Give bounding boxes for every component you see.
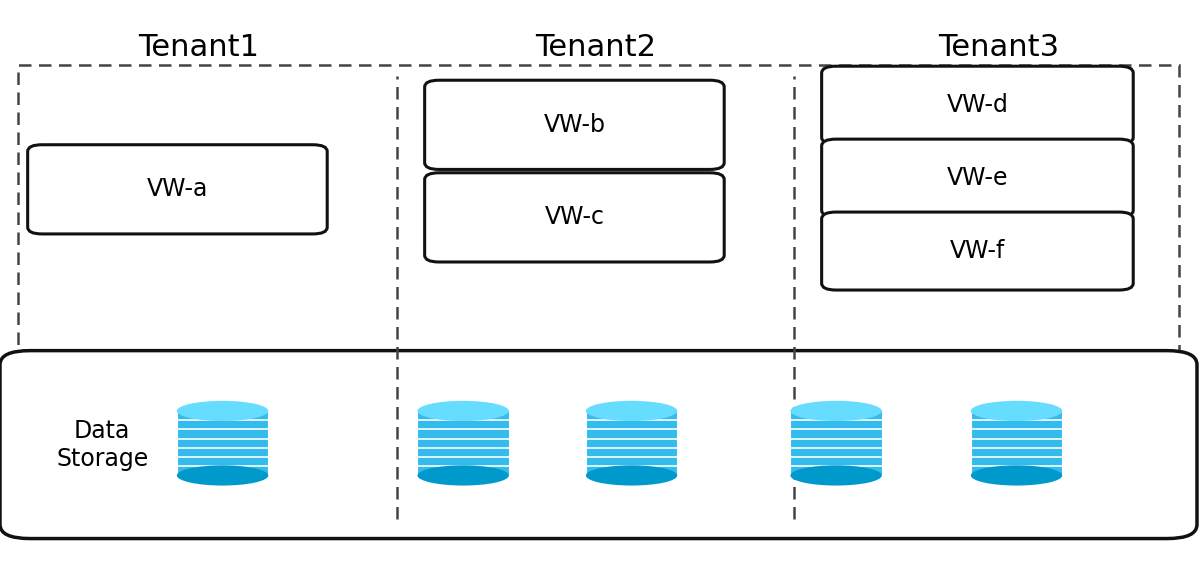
Ellipse shape (586, 401, 677, 421)
Ellipse shape (417, 401, 509, 421)
FancyBboxPatch shape (425, 80, 724, 169)
Text: VW-b: VW-b (544, 113, 605, 137)
Polygon shape (177, 411, 268, 476)
Text: Data
Storage: Data Storage (57, 419, 148, 471)
Ellipse shape (971, 401, 1062, 421)
FancyBboxPatch shape (822, 66, 1133, 144)
Ellipse shape (586, 466, 677, 486)
FancyBboxPatch shape (28, 145, 327, 234)
Ellipse shape (417, 466, 509, 486)
Ellipse shape (177, 466, 268, 486)
Text: VW-a: VW-a (147, 177, 208, 201)
Polygon shape (586, 411, 677, 476)
Text: Tenant1: Tenant1 (138, 33, 259, 62)
Polygon shape (971, 411, 1062, 476)
Ellipse shape (790, 466, 882, 486)
Ellipse shape (177, 401, 268, 421)
Ellipse shape (971, 466, 1062, 486)
FancyBboxPatch shape (822, 212, 1133, 290)
Text: Tenant2: Tenant2 (535, 33, 656, 62)
Text: VW-f: VW-f (949, 239, 1006, 263)
Bar (18, 65, 1179, 536)
Ellipse shape (790, 401, 882, 421)
Text: VW-d: VW-d (947, 93, 1008, 117)
FancyBboxPatch shape (822, 139, 1133, 217)
Polygon shape (417, 411, 509, 476)
FancyBboxPatch shape (425, 173, 724, 262)
Text: Tenant3: Tenant3 (938, 33, 1059, 62)
Text: VW-c: VW-c (545, 205, 604, 229)
FancyBboxPatch shape (0, 351, 1197, 539)
Text: VW-e: VW-e (947, 166, 1008, 190)
Polygon shape (790, 411, 882, 476)
